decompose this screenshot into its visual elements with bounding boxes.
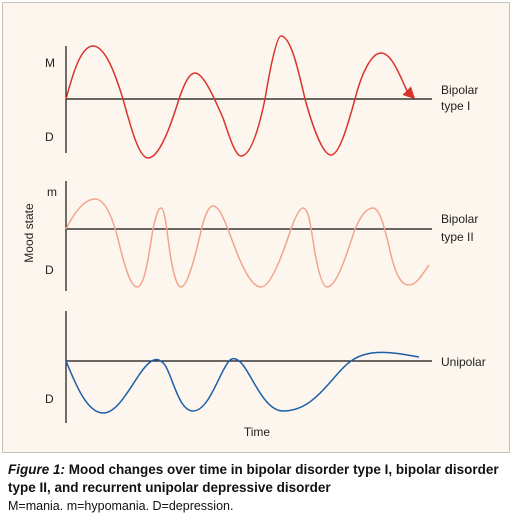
mood-diagram: Mood state M D Bipolar type I m D Bipola… — [22, 35, 486, 439]
figure-caption: Figure 1: Mood changes over time in bipo… — [8, 461, 508, 515]
caption-figure-number: Figure 1: — [8, 462, 66, 477]
x-axis-label: Time — [244, 425, 271, 439]
bipolar-1-mood-curve — [65, 35, 416, 159]
panel-bipolar-1-series-label-line2: type I — [441, 99, 470, 113]
panel-bipolar-1-series-label-line1: Bipolar — [441, 83, 478, 97]
panel-bipolar-1-lower-label: D — [45, 130, 54, 144]
panel-unipolar: D Unipolar — [45, 311, 486, 423]
caption-title-line1: Mood changes over time in bipolar disord… — [65, 462, 499, 477]
y-axis-label: Mood state — [22, 203, 36, 263]
figure-panel: Mood state M D Bipolar type I m D Bipola… — [2, 2, 510, 453]
panel-bipolar-1-upper-label: M — [45, 56, 55, 70]
panel-bipolar-2-upper-label: m — [47, 185, 57, 199]
panel-unipolar-lower-label: D — [45, 392, 54, 406]
panel-bipolar-2-series-label-line1: Bipolar — [441, 212, 478, 226]
bipolar-2-mood-curve — [65, 198, 430, 288]
unipolar-mood-curve — [65, 351, 420, 414]
panel-bipolar-2-lower-label: D — [45, 263, 54, 277]
panel-bipolar-2: m D Bipolar type II — [45, 181, 478, 291]
caption-abbreviations: M=mania. m=hypomania. D=depression. — [8, 499, 234, 513]
panel-bipolar-1: M D Bipolar type I — [45, 35, 478, 159]
caption-title-line2: type II, and recurrent unipolar depressi… — [8, 480, 331, 495]
panel-unipolar-series-label: Unipolar — [441, 355, 486, 369]
panel-bipolar-2-series-label-line2: type II — [441, 230, 474, 244]
caption-title: Figure 1: Mood changes over time in bipo… — [8, 461, 508, 479]
